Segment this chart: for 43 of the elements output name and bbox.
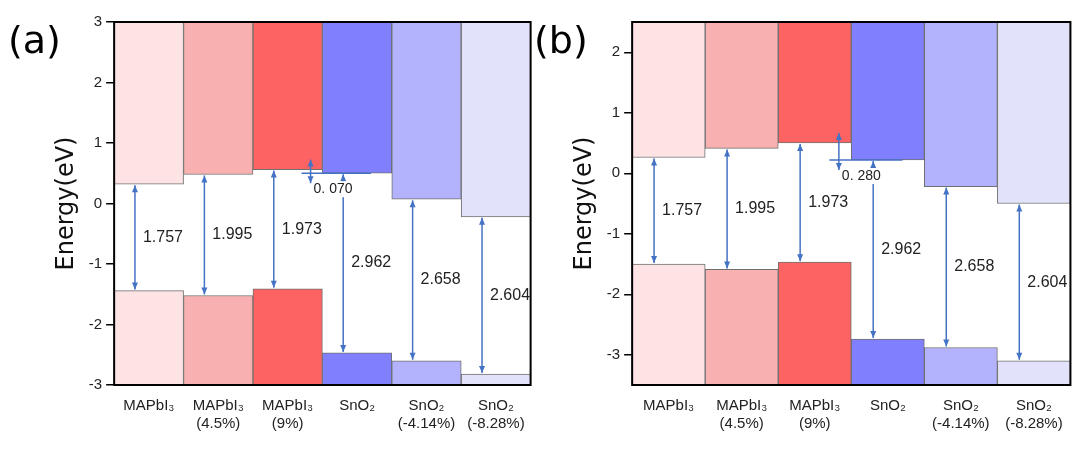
y-tick-label: 3 xyxy=(93,12,103,30)
chart-title: (b) xyxy=(534,18,588,62)
annotation: 2.658 xyxy=(954,257,995,275)
annotation: 1.757 xyxy=(662,201,703,219)
annotation: 0. 070 xyxy=(313,180,353,197)
x-tick-label: MAPbI₃ (4.5%) xyxy=(192,396,244,432)
annotation: 0. 280 xyxy=(841,166,881,183)
y-tick-label: 0 xyxy=(611,163,621,181)
annotation: 1.973 xyxy=(808,193,849,210)
x-tick-label: MAPbI₃ xyxy=(643,396,695,414)
annotation: 2.604 xyxy=(1027,272,1068,290)
y-tick-label: -1 xyxy=(88,254,103,272)
x-tick-label: SnO₂ (-8.28%) xyxy=(467,396,525,432)
x-tick-label: SnO₂ xyxy=(869,396,906,414)
annotation: 2.962 xyxy=(351,253,392,271)
y-tick-label: -2 xyxy=(88,314,103,332)
chart-title: (a) xyxy=(8,18,61,62)
annotation: 2.604 xyxy=(490,285,531,303)
x-tick-label: SnO₂ (-4.14%) xyxy=(397,396,456,432)
y-tick-label: 1 xyxy=(93,133,103,151)
y-tick-label: 2 xyxy=(611,42,621,60)
x-tick-label: SnO₂ (-8.28%) xyxy=(1005,396,1063,432)
annotation: 1.973 xyxy=(281,219,322,237)
y-tick-label: 1 xyxy=(611,102,621,120)
y-tick-label: -1 xyxy=(606,223,621,241)
annotation: 1.995 xyxy=(212,225,253,243)
x-tick-label: MAPbI₃ (9%) xyxy=(262,396,314,432)
x-tick-label: SnO₂ xyxy=(339,396,376,414)
y-tick-label: 2 xyxy=(93,72,103,90)
annotation: 1.995 xyxy=(735,199,776,217)
x-tick-label: MAPbI₃ (9%) xyxy=(789,396,841,432)
y-tick-label: -3 xyxy=(88,375,103,393)
x-tick-label: MAPbI₃ (4.5%) xyxy=(716,396,768,432)
x-tick-label: MAPbI₃ xyxy=(123,396,175,414)
y-tick-label: -3 xyxy=(606,344,621,362)
x-tick-label: SnO₂ (-4.14%) xyxy=(932,396,990,432)
y-axis-title: Energy(eV) xyxy=(568,136,597,271)
annotation: 2.962 xyxy=(881,239,922,257)
annotation: 1.757 xyxy=(142,227,184,245)
y-tick-label: 0 xyxy=(93,193,103,211)
y-tick-label: -2 xyxy=(606,284,621,302)
y-axis-title: Energy(eV) xyxy=(50,136,79,271)
annotation: 2.658 xyxy=(420,270,461,288)
